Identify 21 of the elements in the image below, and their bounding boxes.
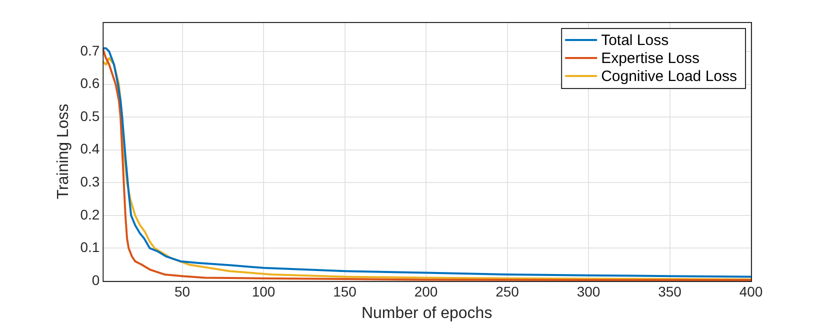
- y-tick-label: 0.7: [80, 42, 100, 58]
- x-tick-label: 50: [174, 283, 190, 300]
- x-tick-label: 400: [739, 283, 763, 300]
- legend-label: Total Loss: [601, 32, 669, 50]
- x-axis-title: Number of epochs: [361, 304, 492, 322]
- y-tick-label: 0.4: [80, 140, 100, 157]
- x-tick-label: 300: [576, 283, 600, 300]
- y-tick-label: 0.6: [80, 75, 100, 92]
- y-tick-label: 0.1: [80, 239, 100, 256]
- y-tick-label: 0.5: [80, 108, 100, 124]
- y-tick-label: 0.2: [80, 206, 100, 222]
- x-tick-label: 150: [333, 283, 357, 300]
- y-tick-label: 0: [92, 272, 100, 288]
- x-tick-label: 350: [658, 283, 682, 300]
- y-tick-label: 0.3: [80, 174, 100, 190]
- legend-label: Cognitive Load Loss: [601, 68, 738, 86]
- x-tick-label: 200: [414, 283, 438, 300]
- legend-label: Expertise Loss: [601, 50, 700, 68]
- x-tick-label: 100: [252, 283, 276, 300]
- x-tick-label: 250: [496, 283, 520, 300]
- y-axis-title: Training Loss: [55, 104, 72, 200]
